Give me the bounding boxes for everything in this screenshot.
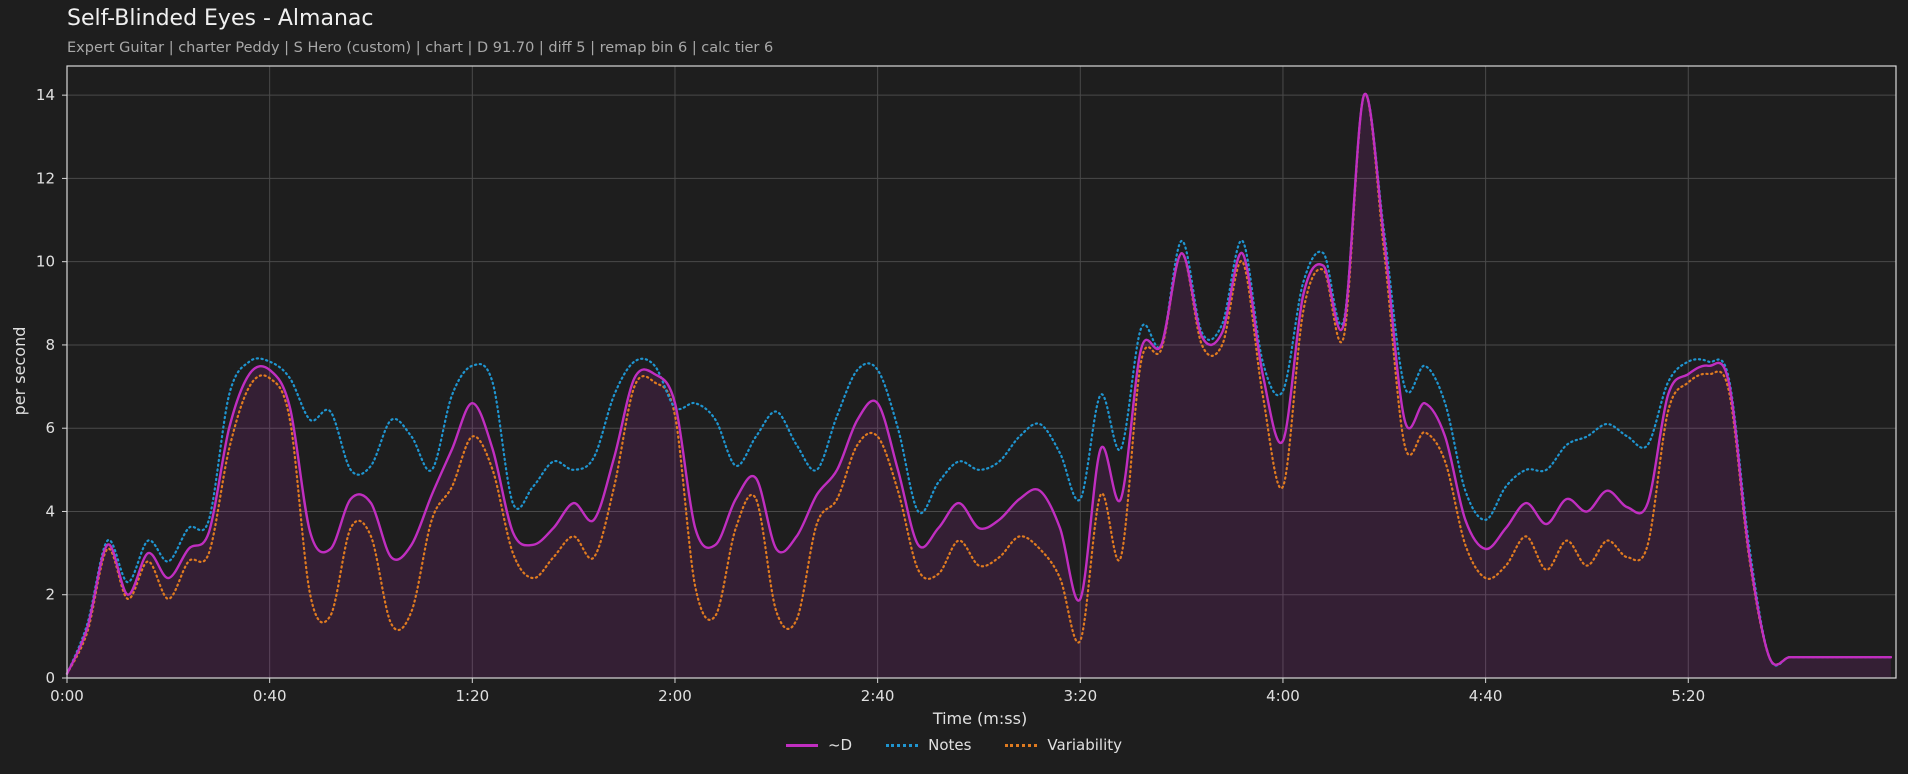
x-tick-label: 4:40 [1469, 687, 1503, 705]
legend-label: Variability [1047, 736, 1123, 754]
x-tick-label: 3:20 [1063, 687, 1097, 705]
x-tick-label: 0:00 [50, 687, 84, 705]
y-axis-label: per second [10, 327, 29, 416]
legend-item: ~D [785, 736, 853, 754]
y-tick-label: 8 [45, 336, 55, 354]
y-tick-label: 4 [45, 502, 55, 520]
x-tick-label: 2:00 [658, 687, 692, 705]
plot-frame [66, 65, 1897, 679]
series-layer [65, 92, 1893, 675]
series-d-area [67, 93, 1891, 679]
y-tick-label: 14 [36, 86, 55, 104]
y-tick-label: 6 [45, 419, 55, 437]
legend-label: ~D [827, 736, 853, 754]
chart-title: Self-Blinded Eyes - Almanac [67, 6, 374, 31]
area-fill-layer [67, 93, 1891, 679]
legend-swatch [1005, 743, 1038, 747]
x-tick-label: 2:40 [861, 687, 895, 705]
x-tick-label: 1:20 [455, 687, 489, 705]
series-variability-line [65, 92, 1892, 675]
x-tick-label: 0:40 [253, 687, 287, 705]
y-tick-label: 12 [36, 169, 55, 187]
x-tick-label: 4:00 [1266, 687, 1300, 705]
series-d-line [65, 92, 1893, 675]
legend-swatch [785, 743, 818, 747]
y-tick-label: 2 [45, 586, 55, 604]
x-axis-label: Time (m:ss) [932, 709, 1027, 728]
legend: ~D Notes Variability [0, 736, 1908, 754]
legend-swatch [886, 743, 919, 747]
legend-item: Variability [1005, 736, 1122, 754]
series-notes-line [65, 92, 1892, 675]
y-tick-label: 10 [36, 253, 55, 271]
chart-subtitle: Expert Guitar | charter Peddy | S Hero (… [67, 40, 774, 56]
legend-item: Notes [886, 736, 971, 754]
tick-layer: 0:00 0:40 1:20 2:00 2:40 3:20 4:00 4:40 5:20 0 2 4 6… [36, 86, 1705, 705]
legend-label: Notes [928, 736, 972, 754]
y-tick-label: 0 [45, 669, 55, 687]
x-tick-label: 5:20 [1671, 687, 1705, 705]
